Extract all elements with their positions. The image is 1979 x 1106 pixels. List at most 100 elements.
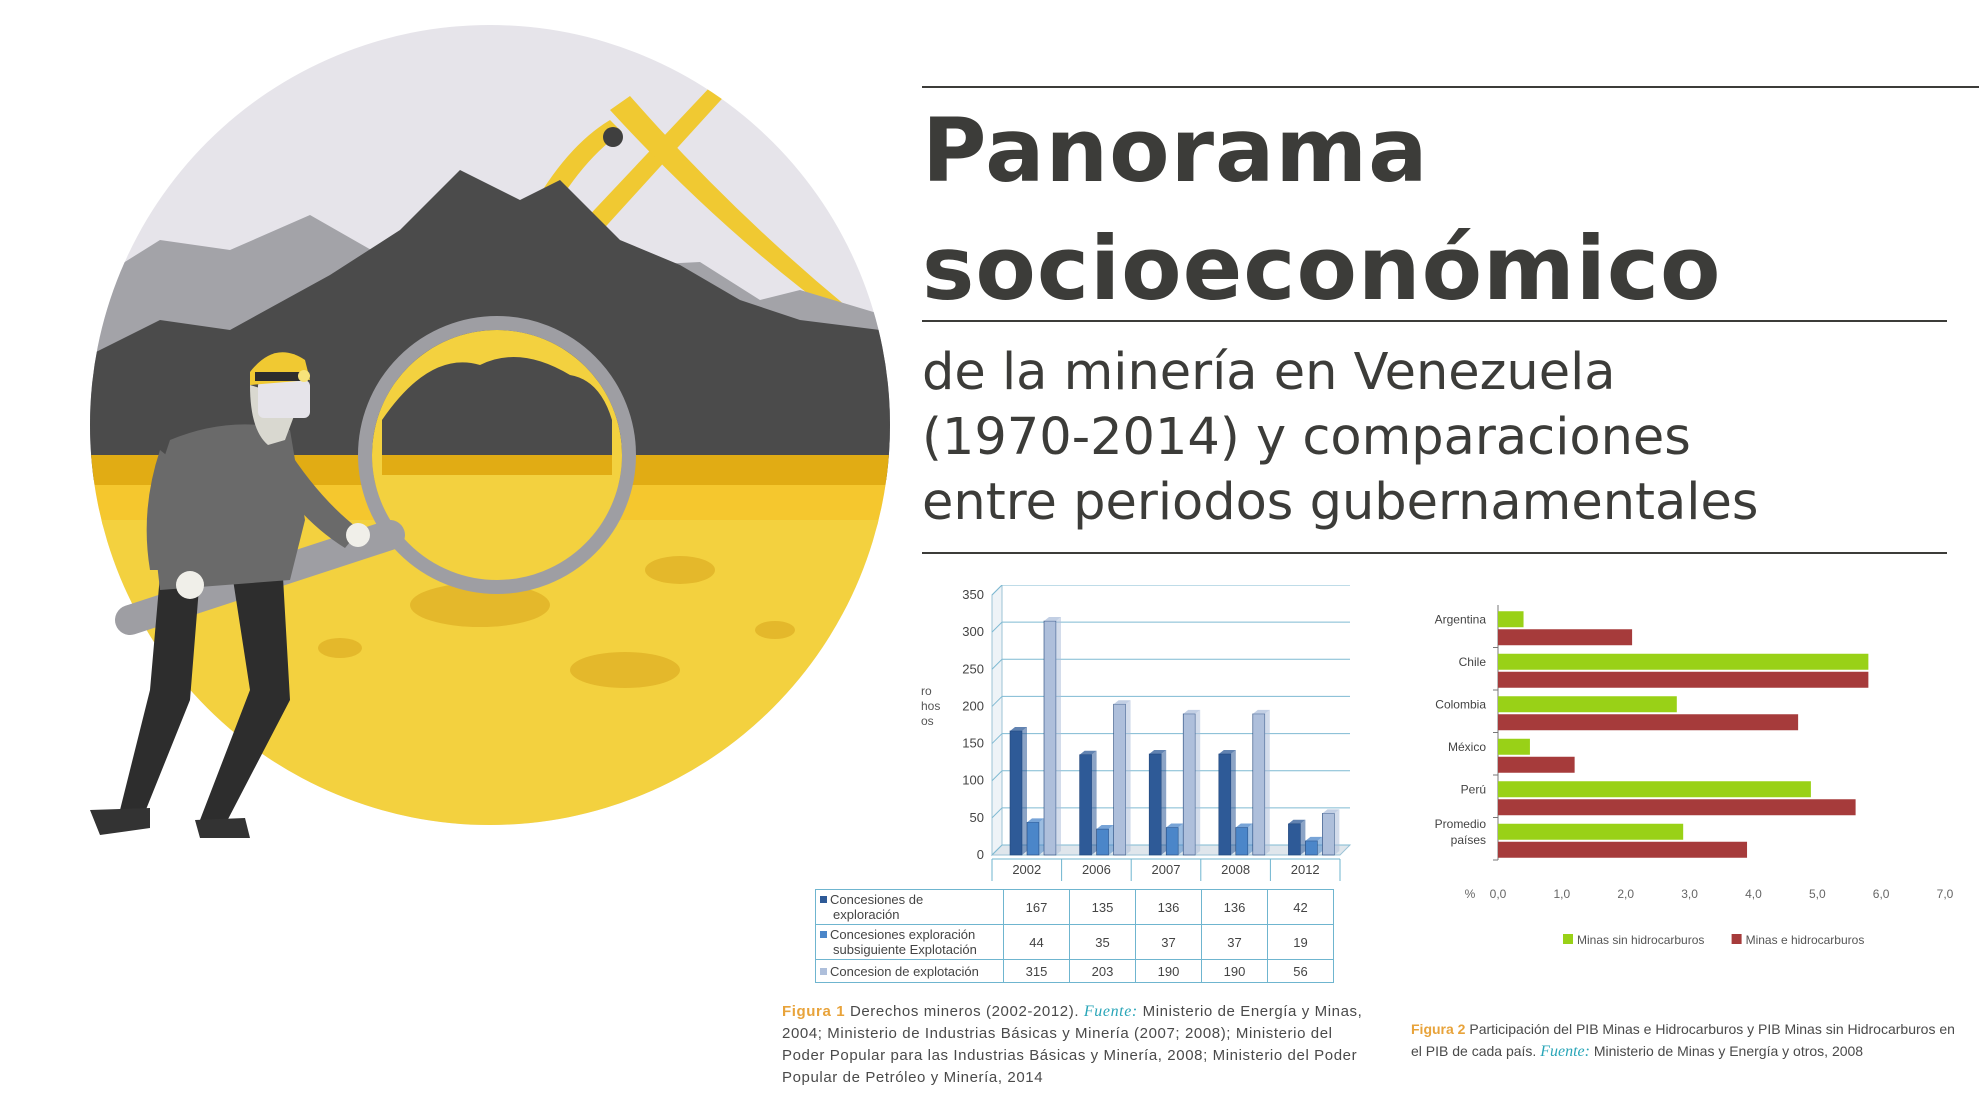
- y-tick-label: 0: [977, 847, 984, 862]
- table-cell: 190: [1201, 959, 1268, 983]
- bar-side: [1091, 750, 1097, 855]
- bar: [1498, 756, 1575, 773]
- bar: [1043, 620, 1057, 856]
- bar-top: [1027, 818, 1044, 823]
- table-cell: 136: [1135, 889, 1202, 925]
- table-row: Concesion de explotación 315 203 190 190…: [815, 959, 1334, 983]
- gridline: [991, 696, 1003, 707]
- legend-swatch: [1731, 934, 1742, 944]
- bar-top: [1288, 819, 1306, 824]
- label-line: exploración: [833, 907, 900, 922]
- y-tick-label: 100: [962, 773, 984, 788]
- ylabel-fragment: ro: [921, 684, 932, 698]
- caption-text: el PIB de cada país.: [1411, 1043, 1537, 1059]
- x-tick-label: 7,0: [1937, 887, 1954, 901]
- bar: [1498, 696, 1677, 713]
- gridline: [991, 770, 1003, 782]
- bar: [1498, 611, 1524, 628]
- bar-side: [1230, 749, 1236, 855]
- bar: [1165, 827, 1179, 856]
- category-label: Colombia: [1435, 697, 1486, 711]
- category-label: Chile: [1459, 655, 1487, 669]
- bar: [1026, 822, 1040, 856]
- caption-line: 2004; Ministerio de Industrias Básicas y…: [782, 1025, 1333, 1042]
- bar: [1252, 713, 1266, 856]
- y-tick-label: 350: [962, 587, 984, 602]
- label-line: Concesiones de: [830, 892, 924, 907]
- figure-1-ylabel-fragments: ro hos os: [921, 684, 940, 729]
- ylabel-fragment: hos: [921, 699, 941, 713]
- bar: [1498, 799, 1856, 816]
- y-tick-label: 50: [970, 810, 984, 825]
- caption-line: Figura 2 Participación del PIB Minas e H…: [1411, 1018, 1976, 1040]
- bar-side: [1247, 823, 1253, 855]
- table-cell: 135: [1069, 889, 1136, 925]
- bar-side: [1300, 819, 1306, 855]
- bar: [1079, 754, 1092, 856]
- x-tick-label: 2,0: [1617, 887, 1634, 901]
- gridline: [991, 585, 1003, 596]
- bar-top: [1096, 825, 1114, 829]
- bar-top: [1183, 709, 1201, 714]
- label-line: Concesion de explotación: [830, 963, 979, 979]
- ylabel-fragment: os: [921, 714, 934, 728]
- legend-swatch: [1563, 934, 1573, 944]
- bar: [1498, 714, 1799, 731]
- figure-1-data-table: Concesiones de exploración 167 135 136 13…: [815, 889, 1334, 983]
- bar-top: [1113, 700, 1131, 705]
- bar: [1113, 703, 1126, 856]
- table-cell: 167: [1003, 889, 1070, 925]
- source-label: Fuente:: [1540, 1043, 1590, 1060]
- caption-text: Ministerio de Minas y Energía y otros, 2…: [1593, 1043, 1864, 1059]
- bar-side: [1039, 818, 1044, 855]
- x-tick-label: 1,0: [1554, 887, 1571, 901]
- x-tick-label: 4,0: [1745, 887, 1762, 901]
- x-tick-label: 2008: [1221, 862, 1250, 877]
- bar-side: [1195, 709, 1201, 855]
- figure-1-chart: 0 50 100 150 200 250 300 350 2002 2006 2007 2008 201…: [962, 585, 1352, 881]
- category-label: México: [1448, 740, 1486, 754]
- gridline: [991, 807, 1003, 819]
- bar-top: [1149, 749, 1167, 754]
- subtitle-line-3: entre periodos gubernamentales: [922, 473, 1759, 532]
- table-cell: 42: [1267, 889, 1334, 925]
- table-row: Concesiones exploración subsiguiente Expl…: [815, 924, 1334, 960]
- title-middle-rule: [922, 320, 1947, 322]
- bar-side: [1056, 617, 1061, 855]
- bar-side: [1022, 726, 1027, 855]
- caption-line: el PIB de cada país. Fuente: Ministerio …: [1411, 1040, 1976, 1063]
- x-tick-label: 0,0: [1490, 887, 1507, 901]
- caption-text: Ministerio de Energía y Minas,: [1142, 1003, 1363, 1020]
- bar-side: [1125, 700, 1131, 855]
- bar-top: [1305, 836, 1323, 841]
- table-row: Concesiones de exploración 167 135 136 13…: [815, 889, 1334, 925]
- legend-swatch: [820, 896, 827, 903]
- legend-label: Minas sin hidrocarburos: [1577, 933, 1704, 947]
- legend-swatch: [820, 967, 827, 975]
- bar: [1498, 653, 1869, 670]
- table-cell: 37: [1135, 924, 1202, 960]
- bar: [1498, 629, 1633, 646]
- title-line-2: socioeconómico: [922, 217, 1722, 320]
- x-tick-label: 6,0: [1873, 887, 1890, 901]
- subtitle-line-2: (1970-2014) y comparaciones: [922, 408, 1691, 467]
- bar-top: [1322, 809, 1340, 814]
- x-tick-label: 2012: [1291, 862, 1320, 877]
- caption-line: Poder Popular para las Industrias Básica…: [782, 1047, 1358, 1064]
- y-tick-label: 150: [962, 736, 984, 751]
- bar: [1182, 713, 1196, 856]
- caption-text: Participación del PIB Minas e Hidrocarbu…: [1469, 1021, 1955, 1037]
- category-label: Promedio: [1435, 817, 1487, 831]
- table-cell: 37: [1201, 924, 1268, 960]
- x-unit-label: %: [1465, 887, 1476, 901]
- bar-side: [1108, 825, 1114, 855]
- table-row-label: Concesiones exploración subsiguiente Expl…: [815, 924, 1004, 960]
- bar: [1288, 823, 1301, 856]
- table-cell: 19: [1267, 924, 1334, 960]
- figure-2-chart: Argentina Chile Colombia México Perú Promedio…: [1435, 605, 1954, 947]
- figure-label: Figura 1: [782, 1003, 846, 1020]
- bar: [1498, 671, 1869, 688]
- page-subtitle: de la minería en Venezuela (1970-2014) y…: [922, 340, 1972, 535]
- table-cell: 190: [1135, 959, 1202, 983]
- bar-top: [1044, 617, 1061, 621]
